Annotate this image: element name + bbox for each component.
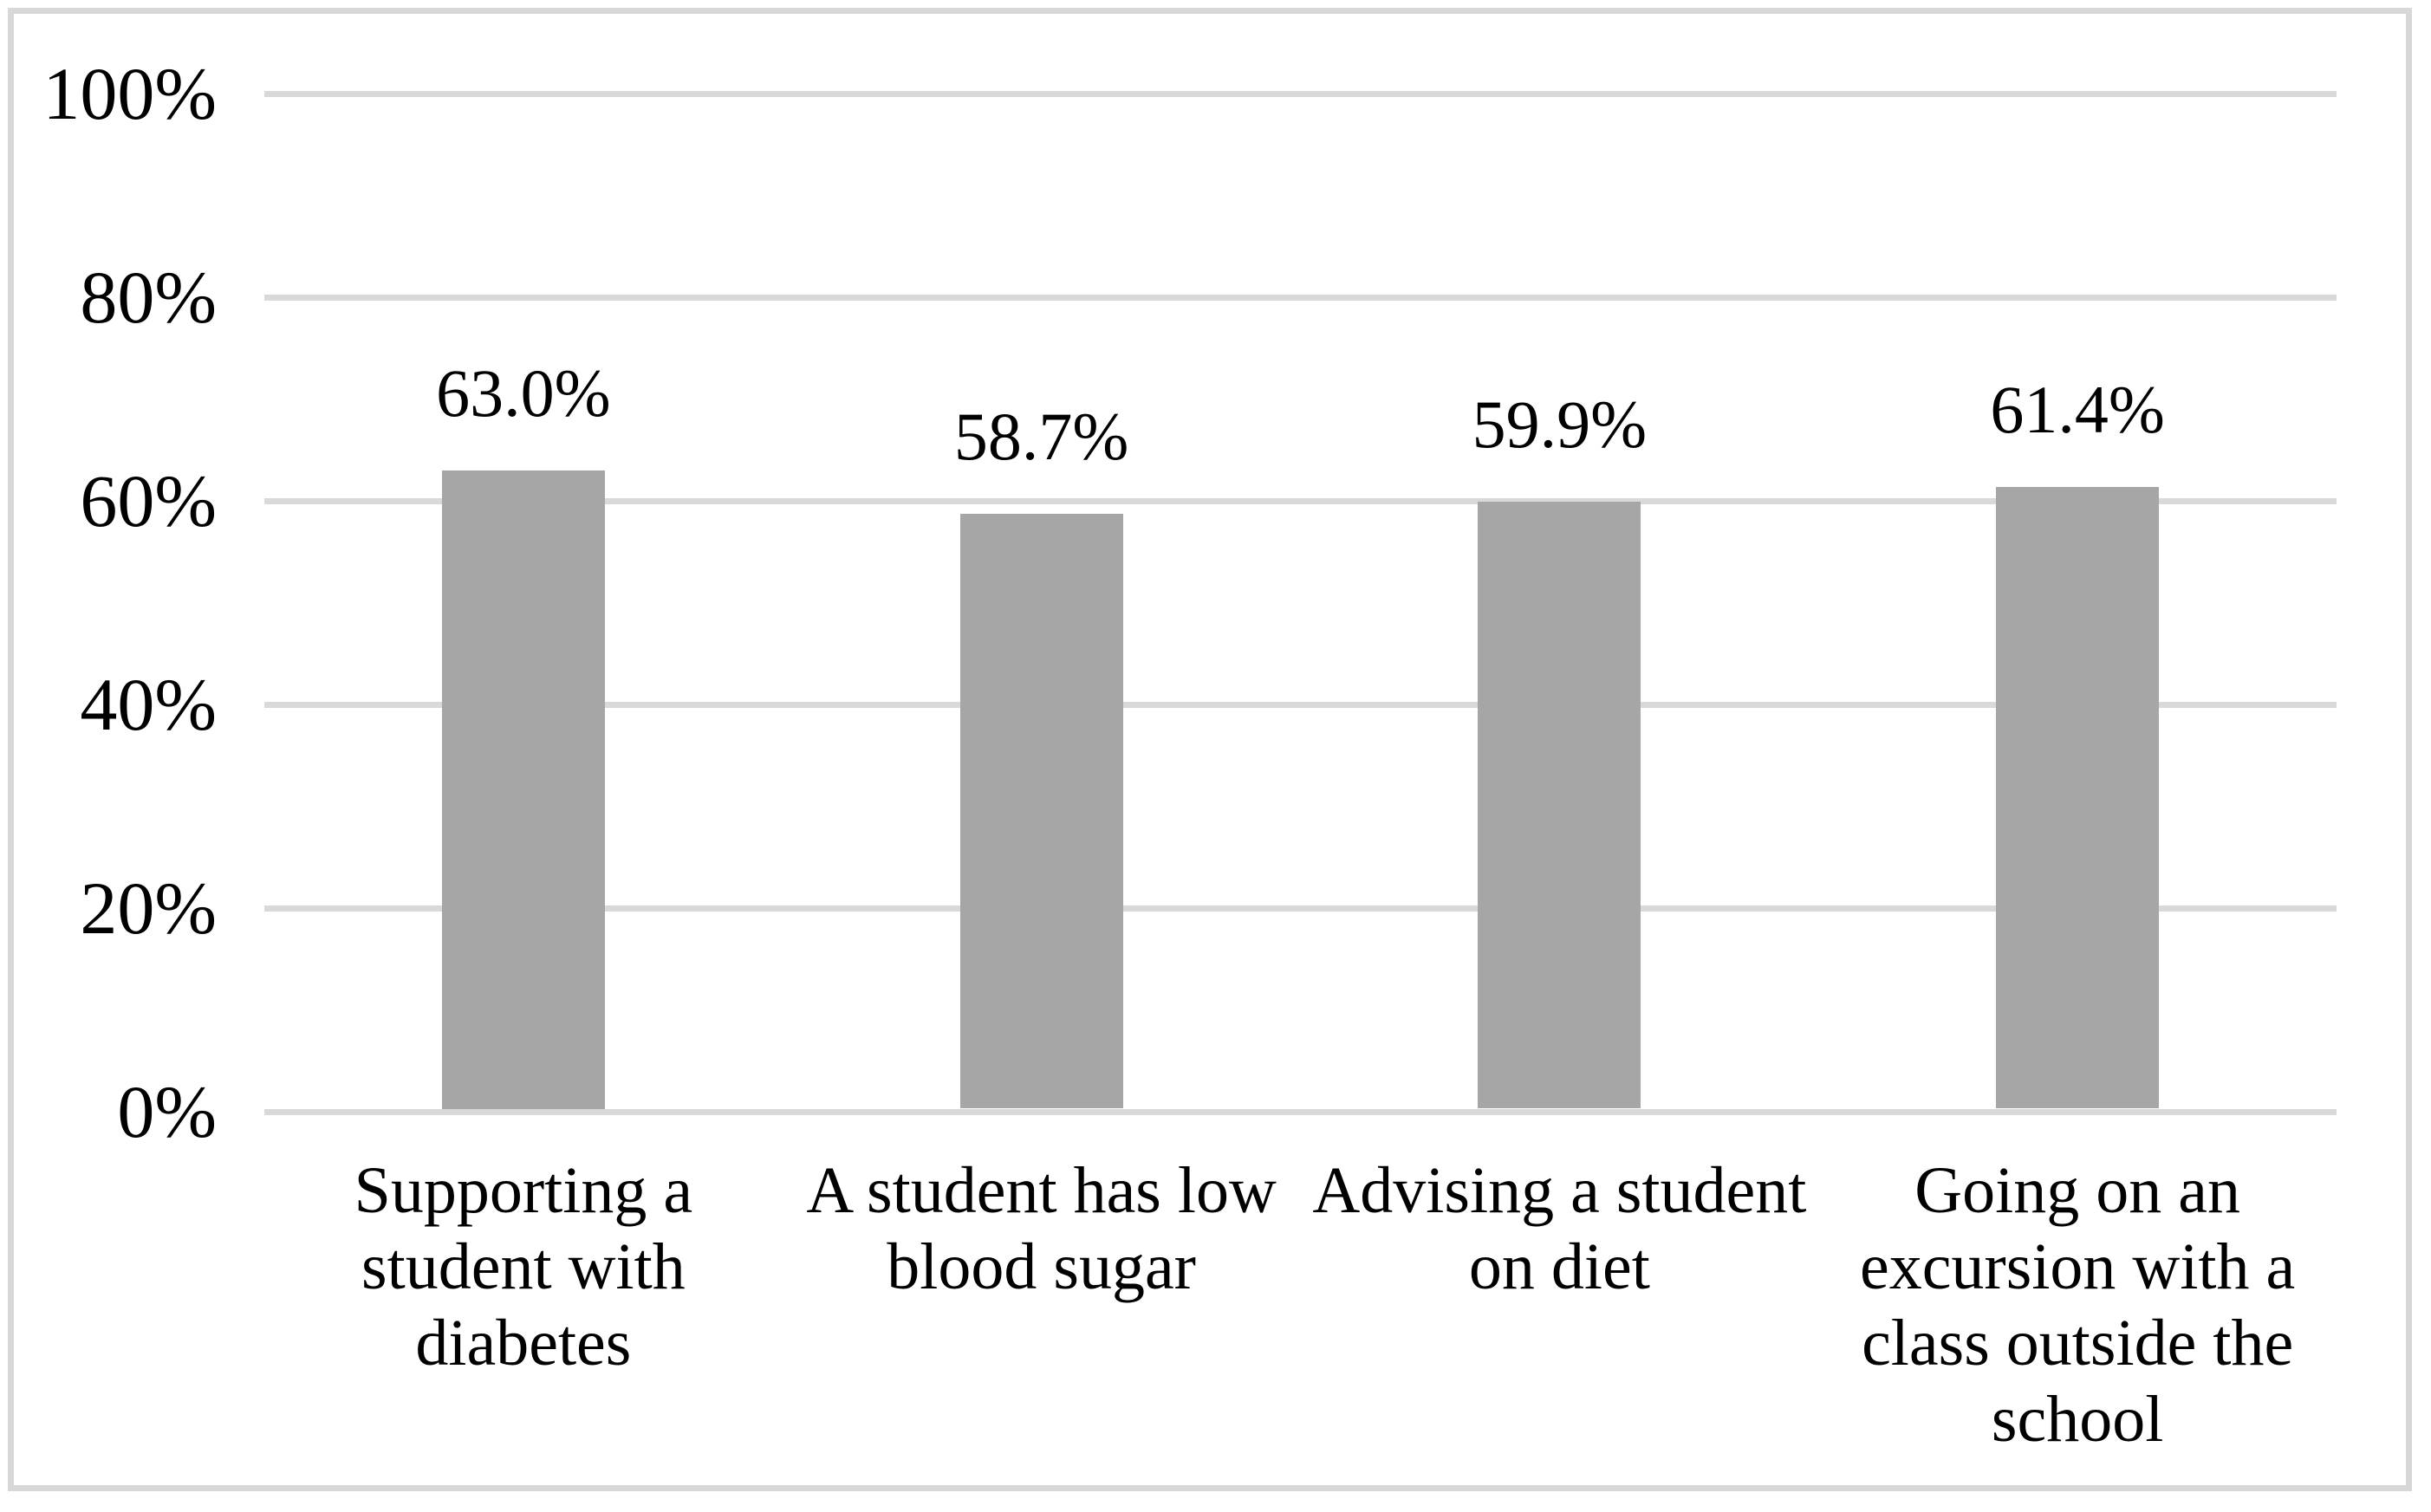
gridline-60pct (264, 497, 2337, 504)
gridline-100pct (264, 90, 2337, 97)
gridline-20pct (264, 905, 2337, 912)
x-axis-category-label: A student has low blood sugar (806, 1154, 1277, 1303)
y-axis-tick-label: 100% (42, 52, 217, 135)
gridline-0pct (264, 1108, 2337, 1115)
bar-category-2 (959, 514, 1123, 1109)
y-axis-tick-label: 20% (80, 866, 217, 950)
bar-value-label: 58.7% (953, 399, 1129, 475)
gridline-80pct (264, 294, 2337, 301)
bar-value-label: 59.9% (1472, 386, 1648, 463)
y-axis-tick-label: 60% (80, 459, 217, 542)
y-axis-tick-label: 0% (117, 1070, 217, 1153)
bar-category-4 (1996, 486, 2160, 1109)
x-axis-category-label: Going on an excursion with a class outsi… (1859, 1154, 2296, 1456)
chart-outer-frame (8, 8, 2412, 1491)
x-axis-category-label: Supporting a student with diabetes (354, 1154, 693, 1379)
bar-category-1 (441, 470, 605, 1109)
bar-value-label: 63.0% (436, 354, 611, 431)
gridline-40pct (264, 701, 2337, 708)
y-axis-tick-label: 80% (80, 256, 217, 339)
bar-category-3 (1478, 502, 1641, 1109)
bar-value-label: 61.4% (1990, 371, 2165, 447)
y-axis-tick-label: 40% (80, 663, 217, 746)
x-axis-category-label: Advising a student on diet (1312, 1154, 1807, 1303)
